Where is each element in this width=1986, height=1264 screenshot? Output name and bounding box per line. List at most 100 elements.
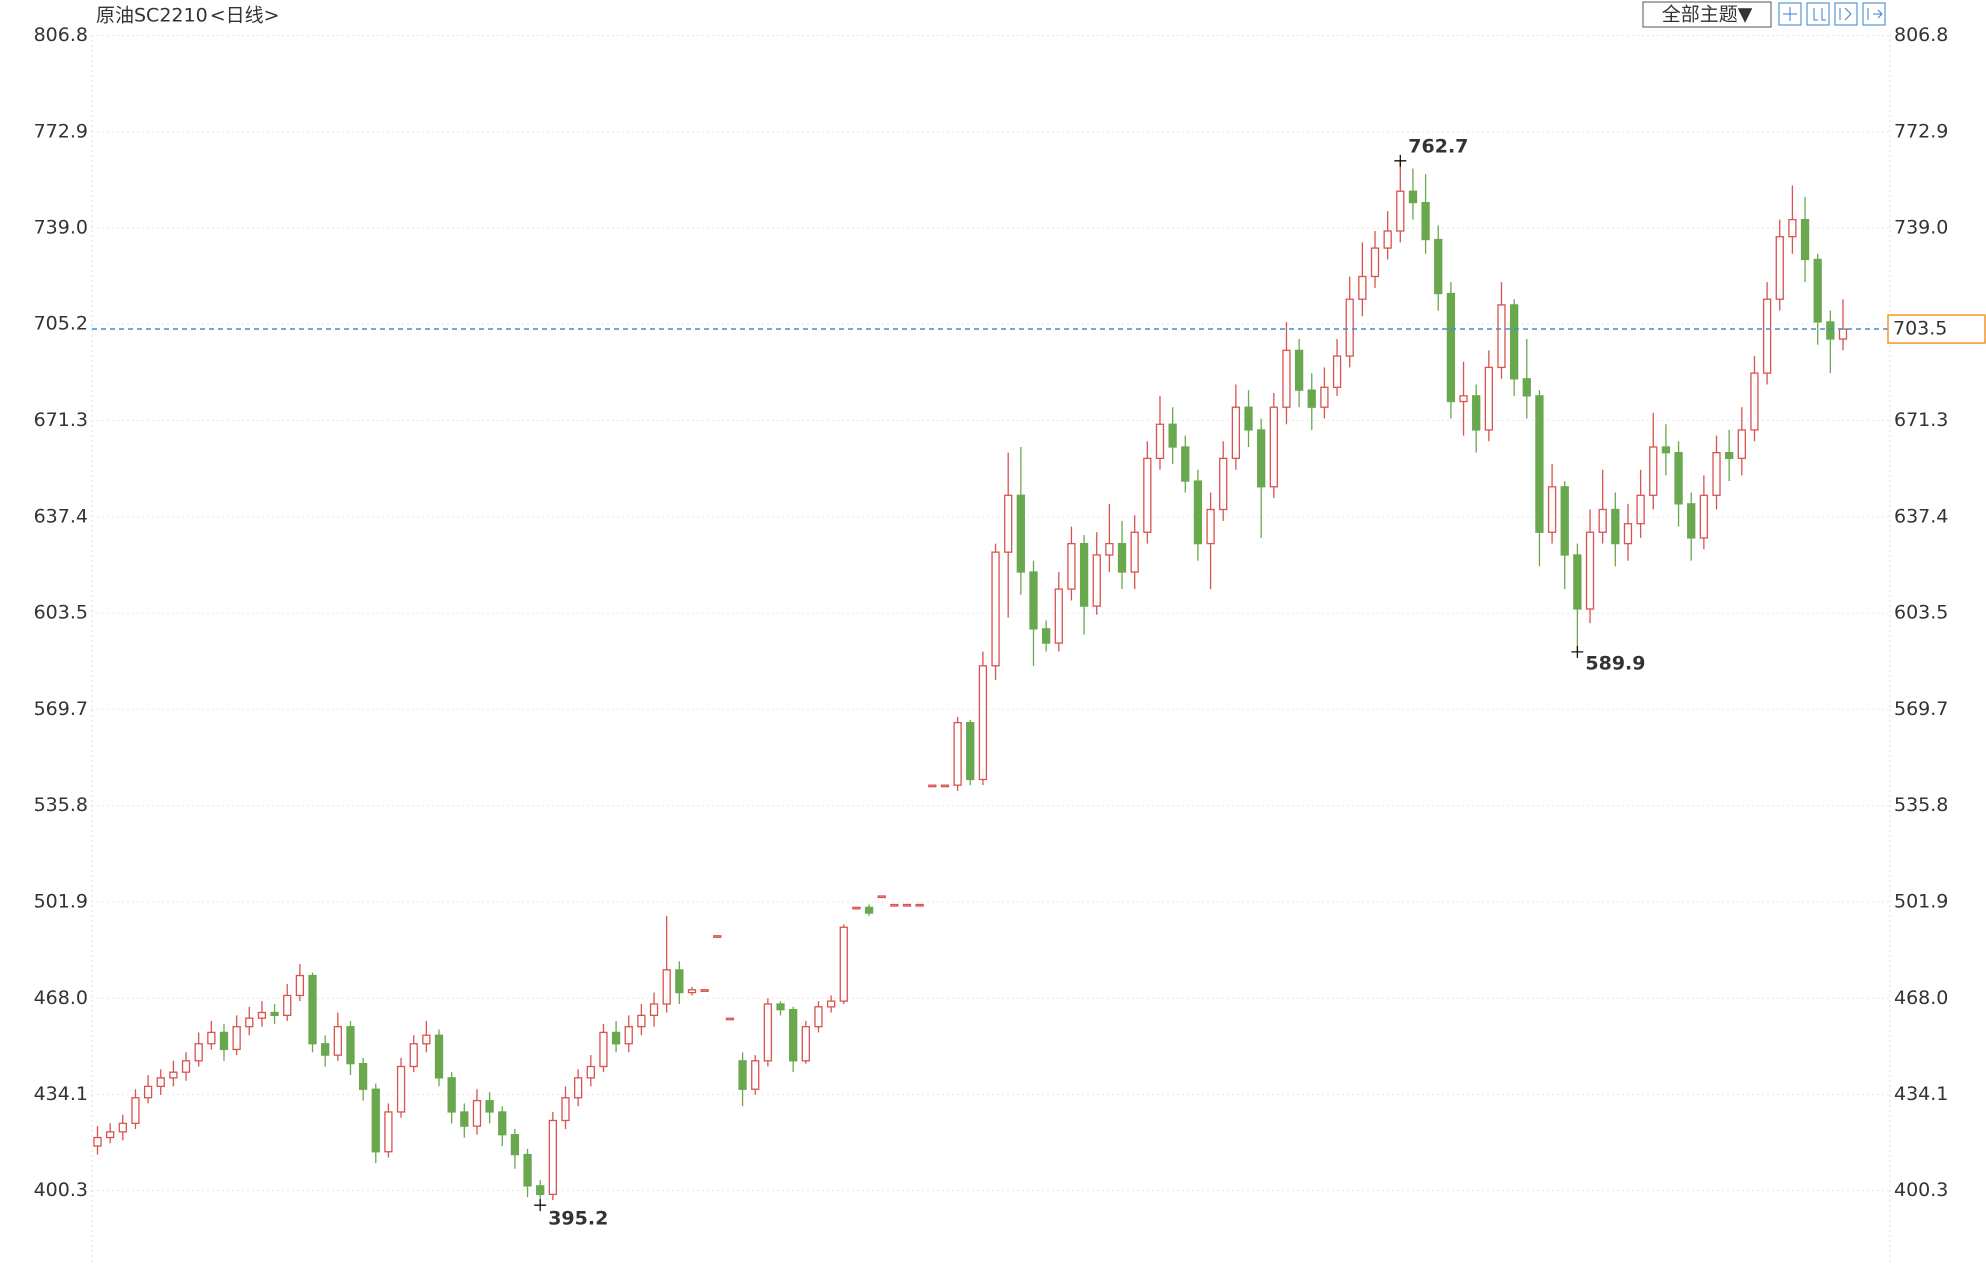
candle-body [498, 1111, 507, 1136]
candle-body [548, 1119, 557, 1196]
candle-body [1067, 542, 1076, 590]
candle-body [1472, 395, 1481, 431]
candle-body [1193, 480, 1203, 545]
candle-body [1509, 304, 1519, 380]
candle-body [1307, 389, 1316, 408]
candle-body [1484, 366, 1493, 431]
candle-body [675, 969, 684, 994]
extreme-marker [1571, 645, 1584, 658]
y-tick-label-right: 434.1 [1894, 1083, 1948, 1105]
candle-body [763, 1003, 773, 1062]
candle-body [1649, 446, 1658, 496]
candle-body [902, 903, 912, 907]
candle-body [789, 1009, 798, 1062]
candle-body [1750, 372, 1759, 431]
candle-body [295, 974, 305, 997]
candle-body [1041, 628, 1051, 644]
candle-body [434, 1034, 444, 1079]
candle-body [1320, 386, 1329, 408]
theme-button-frame[interactable] [1642, 1, 1772, 28]
candle-body [523, 1153, 532, 1187]
candle-body [1168, 423, 1177, 448]
candle-body [751, 1060, 760, 1090]
candle-body [93, 1136, 102, 1147]
y-tick-label-left: 739.0 [34, 217, 88, 239]
chart-title: 原油SC2210 [96, 5, 208, 27]
candle-body [1345, 298, 1354, 357]
candle-body [599, 1031, 608, 1068]
candle-body [725, 1017, 735, 1021]
candle-body [308, 974, 317, 1045]
y-tick-label-left: 434.1 [34, 1083, 88, 1105]
candle-body [1332, 355, 1342, 388]
candle-body [940, 784, 950, 788]
candle-body [1244, 406, 1253, 431]
candle-body [649, 1003, 659, 1016]
candle-body [573, 1077, 583, 1099]
candle-body [1219, 457, 1228, 511]
candle-body [358, 1063, 368, 1090]
candle-body [1029, 571, 1038, 630]
extreme-label: 589.9 [1585, 652, 1645, 674]
candle-body [624, 1026, 633, 1045]
candle-body [877, 895, 886, 899]
y-tick-label-right: 501.9 [1894, 890, 1948, 912]
y-tick-label-right: 468.0 [1894, 987, 1948, 1009]
candle-body [1636, 494, 1645, 525]
candle-body [105, 1131, 115, 1139]
candle-body [700, 989, 709, 992]
candle-body [1092, 554, 1101, 607]
candle-body [1661, 446, 1671, 454]
candle-body [1459, 395, 1468, 403]
candle-body [447, 1077, 456, 1113]
icon-zoom[interactable] [1806, 2, 1830, 26]
candle-body [409, 1043, 418, 1068]
candle-body [1611, 508, 1620, 545]
candle-body [1004, 494, 1013, 553]
last-price-label: 703.5 [1893, 318, 1947, 340]
candle-body [1383, 230, 1392, 249]
candle-body [472, 1099, 482, 1127]
y-tick-label-left: 671.3 [34, 409, 88, 431]
candle-body [586, 1065, 595, 1079]
y-tick-label-right: 400.3 [1894, 1179, 1948, 1201]
icon-glyphs [1783, 7, 1883, 21]
candle-body [1282, 349, 1291, 408]
candle-body [1105, 542, 1114, 556]
y-tick-label-left: 535.8 [34, 794, 88, 816]
icon-play[interactable] [1834, 2, 1858, 26]
y-tick-label-left: 705.2 [34, 313, 88, 335]
theme-button[interactable]: 全部主题▼ [1662, 4, 1753, 26]
candle-body [371, 1088, 380, 1153]
candle-body [826, 1000, 836, 1008]
candle-body [1712, 452, 1721, 496]
candle-body [321, 1043, 330, 1056]
candle-body [1838, 328, 1848, 340]
candle-body [219, 1031, 229, 1051]
candle-body [346, 1026, 355, 1065]
y-tick-label-left: 400.3 [34, 1179, 88, 1201]
candle-body [978, 665, 988, 781]
candle-body [1598, 508, 1607, 533]
candle-body [1421, 201, 1430, 241]
candle-body [536, 1185, 545, 1196]
candle-body [270, 1011, 279, 1016]
candle-body [169, 1071, 178, 1079]
candle-body [1762, 298, 1772, 374]
candle-body [839, 926, 848, 1002]
candle-body [333, 1026, 342, 1056]
candle-body [713, 935, 722, 938]
candle-body [1585, 531, 1595, 610]
candle-body [687, 989, 697, 994]
candle-body [738, 1060, 747, 1090]
y-tick-label-right: 671.3 [1894, 409, 1948, 431]
candle-body [1408, 190, 1418, 204]
candle-body [118, 1122, 127, 1133]
candle-body [1522, 378, 1531, 397]
candle-body [1117, 542, 1127, 573]
candle-body [1130, 531, 1139, 573]
candle-body [1370, 247, 1380, 278]
y-tick-label-left: 772.9 [34, 120, 88, 142]
